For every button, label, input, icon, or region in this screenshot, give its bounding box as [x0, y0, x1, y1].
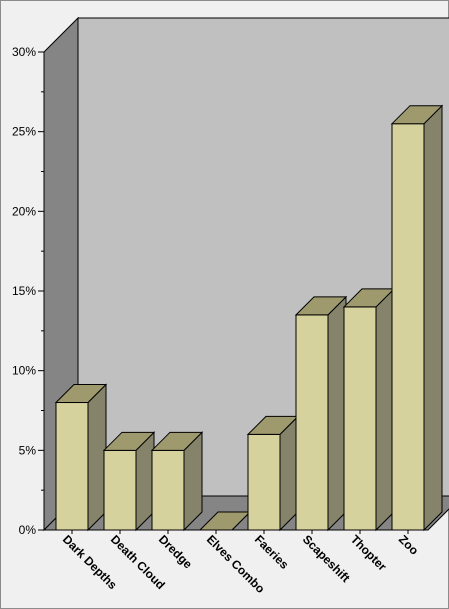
x-tick-label: Zoo: [396, 532, 421, 557]
x-tick-label: Dredge: [156, 532, 195, 571]
bars: [54, 104, 444, 532]
y-tick-label: 25%: [12, 125, 36, 139]
bar-front: [295, 314, 329, 531]
bar-front: [391, 123, 425, 531]
bar-side: [279, 415, 299, 532]
bar-front: [151, 449, 185, 531]
bar-front: [343, 306, 377, 531]
y-axis: 0% 5% 10% 15% 20% 25% 30%: [12, 45, 45, 537]
bar: [342, 287, 396, 532]
bar-top: [150, 431, 204, 451]
bar-top: [294, 296, 348, 316]
y-tick-label: 5%: [19, 443, 37, 457]
bar-front: [103, 449, 137, 531]
y-tick-label: 20%: [12, 204, 36, 218]
y-tick-label: 10%: [12, 364, 36, 378]
bar-front: [247, 433, 281, 531]
bar-top: [390, 105, 444, 125]
y-tick-label: 15%: [12, 284, 36, 298]
bar: [54, 383, 108, 532]
bar: [294, 295, 348, 532]
bar-side: [375, 287, 395, 532]
x-tick-label: Scapeshift: [300, 532, 353, 585]
bar: [150, 431, 204, 532]
y-tick-label: 0%: [19, 523, 37, 537]
bar-top: [54, 384, 108, 404]
bar-side: [327, 295, 347, 532]
bar-top: [102, 431, 156, 451]
bar-front: [55, 402, 89, 531]
y-tick-label: 30%: [12, 45, 36, 59]
bar-side: [423, 104, 443, 532]
x-tick-label: Thopter: [348, 532, 390, 574]
x-tick-label: Faeries: [252, 532, 292, 572]
bar: [390, 104, 444, 532]
bar-side: [87, 383, 107, 532]
bar: [246, 415, 300, 532]
bar: [102, 431, 156, 532]
